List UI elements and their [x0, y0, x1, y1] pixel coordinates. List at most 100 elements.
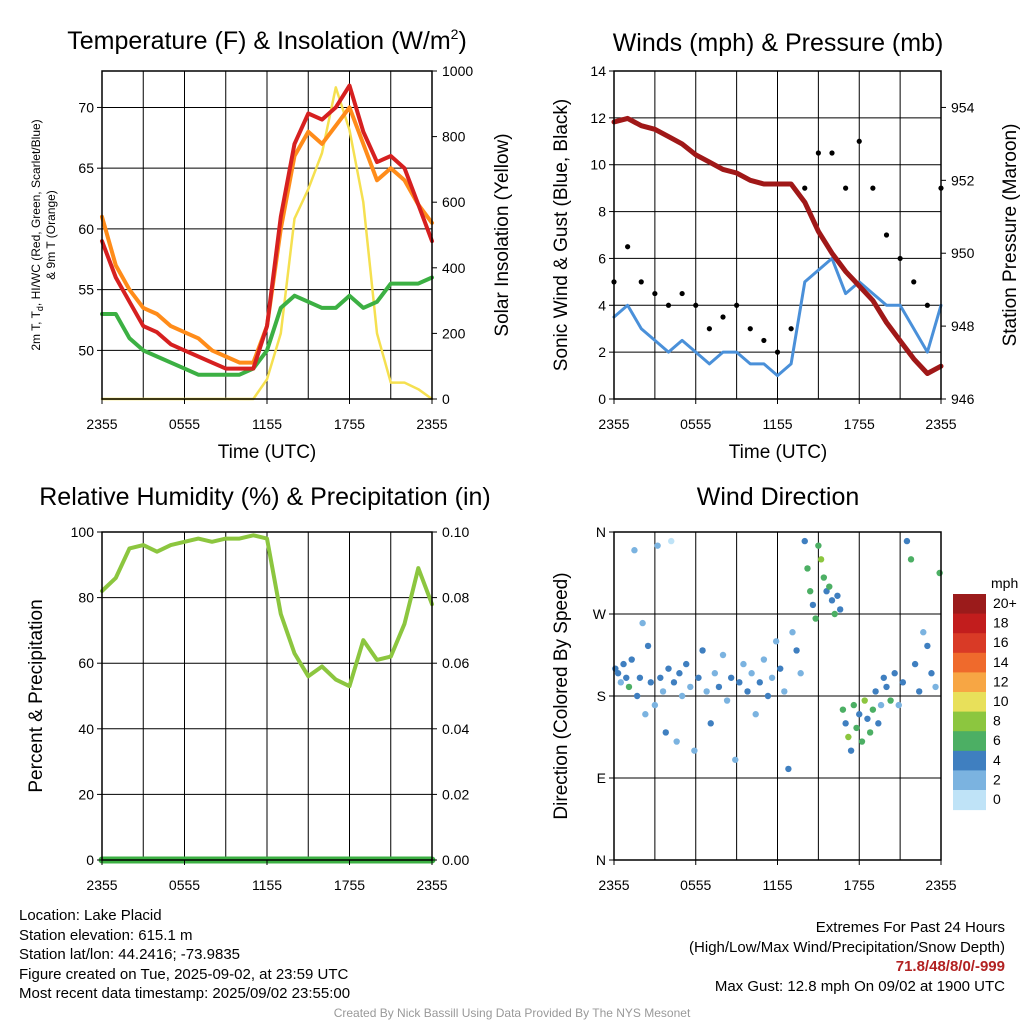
- gust-point: [843, 185, 849, 191]
- legend-label: 12: [993, 673, 1009, 689]
- gust-point: [734, 302, 740, 308]
- temp-y-ticks: 50 55 60 65 70: [78, 99, 102, 358]
- x-tick-label: 0555: [169, 416, 200, 432]
- direction-point: [895, 701, 902, 709]
- temp-y2-ticks: 0 200 400 600 800 1000: [432, 63, 473, 407]
- direction-point: [760, 656, 768, 663]
- direction-point: [877, 701, 885, 709]
- direction-point: [891, 670, 898, 677]
- credit-line: Created By Nick Bassill Using Data Provi…: [333, 1006, 691, 1020]
- winds-y-label: Sonic Wind & Gust (Blue, Black): [551, 99, 572, 371]
- direction-point: [633, 692, 641, 700]
- gust-point: [788, 326, 794, 332]
- y-tick-label: 14: [590, 63, 606, 79]
- direction-point: [744, 688, 751, 695]
- y2-tick-label: 1000: [442, 63, 473, 79]
- temp-y2-label: Solar Insolation (Yellow): [492, 133, 513, 336]
- gust-point: [829, 150, 835, 156]
- wdir-title: Wind Direction: [697, 483, 860, 511]
- winds-x-label: Time (UTC): [729, 442, 828, 463]
- direction-point: [880, 674, 887, 681]
- x-tick-label: 1155: [762, 416, 792, 432]
- temp-x-ticks: 2355 0555 1155 1755 2355: [86, 399, 448, 432]
- station-latlon: Station lat/lon: 44.2416; -73.9835: [19, 946, 241, 963]
- x-tick-label: 1155: [252, 877, 282, 893]
- legend-label: 10: [993, 693, 1009, 709]
- temp-y-label-line2: & 9m T (Orange): [44, 190, 58, 280]
- legend-swatch: [953, 692, 986, 713]
- direction-point: [651, 701, 659, 709]
- direction-point: [850, 701, 857, 709]
- direction-point: [793, 647, 800, 654]
- panel-wind-direction: Wind Direction 2355 0555 1155 1755 2355 N E S W…: [551, 483, 1018, 893]
- direction-point: [673, 738, 680, 745]
- gust-point: [897, 255, 903, 262]
- x-tick-label: 1755: [844, 416, 875, 432]
- figure-created: Figure created on Tue, 2025-09-02, at 23…: [19, 965, 349, 983]
- direction-point: [842, 720, 849, 727]
- direction-point: [614, 670, 622, 677]
- legend-label: 4: [993, 752, 1001, 768]
- legend-swatch: [953, 594, 986, 615]
- legend-label: 16: [993, 634, 1009, 650]
- y-tick-label: W: [593, 606, 607, 622]
- direction-point: [920, 629, 927, 636]
- y-tick-label: S: [597, 688, 606, 704]
- temp-grid: [102, 71, 432, 399]
- direction-point: [676, 670, 683, 677]
- direction-point: [924, 642, 931, 650]
- legend-swatch: [953, 652, 986, 673]
- y-tick-label: 65: [78, 160, 94, 176]
- y2-tick-label: 0.08: [442, 590, 469, 606]
- direction-point: [740, 660, 747, 668]
- y2-tick-label: 0.00: [442, 852, 469, 868]
- x-tick-label: 1755: [334, 877, 365, 893]
- direction-point: [826, 583, 833, 590]
- gust-point: [706, 326, 712, 332]
- y2-tick-label: 0.02: [442, 786, 469, 802]
- y2-tick-label: 600: [442, 194, 466, 210]
- direction-point: [699, 647, 706, 654]
- direction-point: [875, 720, 882, 727]
- direction-point: [916, 688, 923, 695]
- legend-label: 0: [993, 791, 1001, 807]
- legend-label: 14: [993, 654, 1009, 670]
- direction-point: [858, 738, 866, 745]
- legend-swatch: [953, 613, 986, 634]
- direction-point: [628, 656, 635, 663]
- y2-tick-label: 946: [951, 391, 975, 407]
- direction-point: [856, 711, 863, 718]
- legend-swatch: [953, 633, 986, 654]
- direction-point: [817, 556, 825, 563]
- direction-point: [659, 688, 667, 695]
- gust-point: [802, 185, 808, 191]
- legend-swatch: [953, 672, 986, 693]
- x-tick-label: 0555: [680, 416, 711, 432]
- y-tick-label: 80: [78, 590, 94, 606]
- winds-plot-area: [611, 115, 944, 378]
- direction-point: [834, 592, 841, 599]
- direction-point: [665, 665, 672, 672]
- rh-y-label: Percent & Precipitation: [26, 599, 47, 792]
- x-tick-label: 2355: [86, 877, 117, 893]
- y-tick-label: 70: [78, 99, 94, 115]
- legend-label: 20+: [993, 595, 1017, 611]
- y-tick-label: 4: [598, 297, 606, 313]
- x-tick-label: 2355: [925, 416, 956, 432]
- y-tick-label: N: [596, 852, 606, 868]
- most-recent-data: Most recent data timestamp: 2025/09/02 2…: [19, 985, 351, 1002]
- winds-y-ticks: 0 2 4 6 8 10 12 14: [590, 63, 614, 407]
- wind-line: [612, 256, 943, 378]
- direction-point: [861, 697, 868, 704]
- gust-point: [870, 185, 876, 191]
- y-tick-label: 10: [590, 157, 606, 173]
- direction-point: [723, 697, 731, 704]
- direction-point: [691, 747, 698, 754]
- x-tick-label: 0555: [169, 877, 200, 893]
- x-tick-label: 2355: [416, 877, 447, 893]
- direction-point: [662, 729, 669, 736]
- direction-point: [695, 674, 702, 681]
- direction-point: [839, 706, 847, 713]
- temp-x-label: Time (UTC): [218, 442, 317, 463]
